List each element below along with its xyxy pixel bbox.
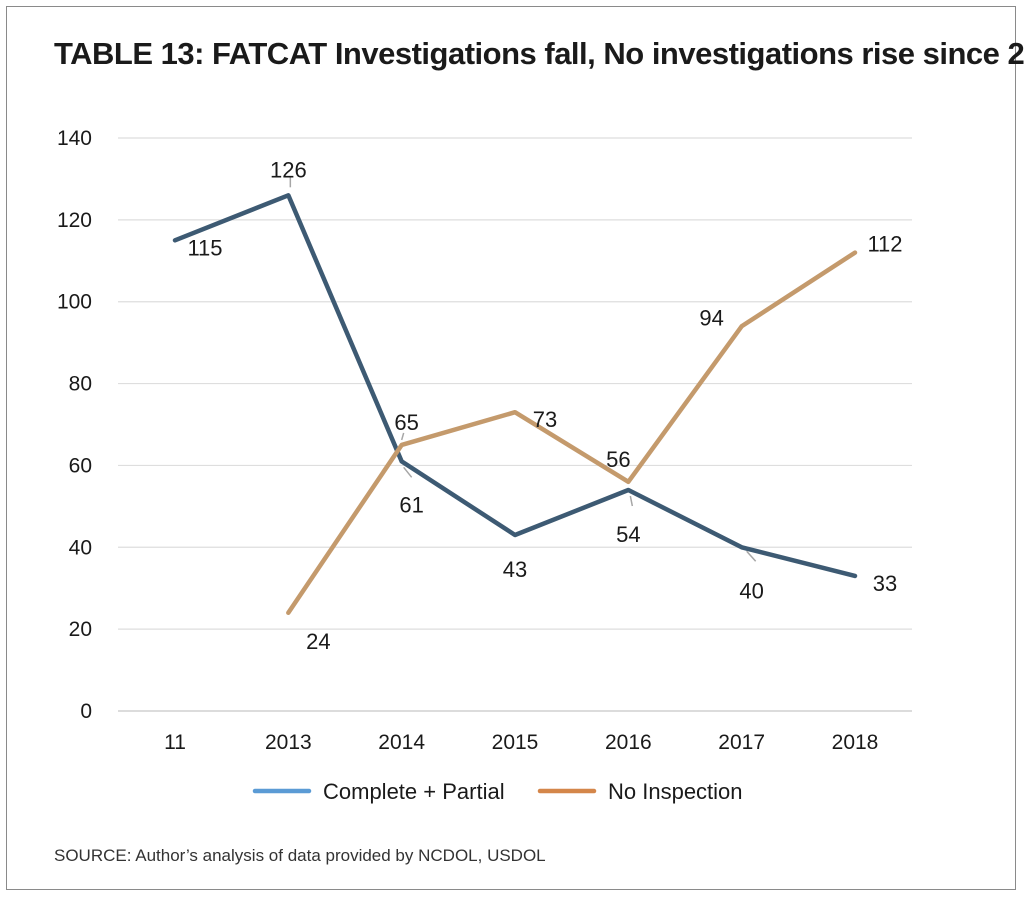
x-tick-label: 11 — [164, 731, 186, 754]
data-label: 126 — [270, 157, 307, 182]
chart-frame — [6, 6, 1016, 890]
y-tick-label: 100 — [57, 291, 92, 314]
data-label: 115 — [187, 235, 222, 260]
data-label: 65 — [394, 410, 418, 435]
data-label: 40 — [739, 578, 763, 603]
series-line-no-inspection — [286, 250, 858, 616]
gridlines — [118, 137, 912, 712]
x-tick-label: 2014 — [378, 731, 425, 754]
y-axis-ticks: 0 20 40 60 80 100 120 140 — [57, 127, 92, 723]
data-label: 73 — [533, 407, 557, 432]
label-leader-line — [400, 432, 405, 441]
data-labels: 115 126 61 43 54 40 33 24 65 73 56 94 112 — [187, 157, 902, 653]
data-label: 24 — [306, 629, 330, 654]
label-leaders — [289, 177, 757, 562]
x-tick-label: 2018 — [832, 731, 879, 754]
y-tick-label: 20 — [69, 618, 92, 641]
y-tick-label: 60 — [69, 454, 92, 477]
label-leader-line — [746, 550, 757, 562]
x-axis-ticks: 11 2013 2014 2015 2016 2017 2018 — [164, 731, 878, 754]
data-label: 43 — [503, 557, 527, 582]
label-leader-line — [629, 495, 634, 507]
chart-title: TABLE 13: FATCAT Investigations fall, No… — [54, 36, 1024, 71]
legend-label: No Inspection — [608, 779, 743, 804]
data-label: 56 — [606, 447, 630, 472]
label-leader-line — [403, 466, 413, 478]
y-tick-label: 120 — [57, 209, 92, 232]
y-tick-label: 140 — [57, 127, 92, 150]
series-lines — [172, 193, 858, 616]
source-note: SOURCE: Author’s analysis of data provid… — [54, 846, 546, 865]
y-tick-label: 40 — [69, 536, 92, 559]
x-tick-label: 2016 — [605, 731, 652, 754]
legend: Complete + Partial No Inspection — [252, 779, 743, 804]
y-tick-label: 80 — [69, 373, 92, 396]
data-label: 33 — [873, 571, 897, 596]
data-label: 94 — [699, 305, 723, 330]
x-tick-label: 2015 — [492, 731, 539, 754]
data-label: 112 — [867, 232, 902, 257]
x-tick-label: 2017 — [718, 731, 765, 754]
data-label: 61 — [399, 492, 423, 517]
x-tick-label: 2013 — [265, 731, 312, 754]
y-tick-label: 0 — [80, 700, 92, 723]
legend-label: Complete + Partial — [323, 779, 505, 804]
data-label: 54 — [616, 522, 640, 547]
series-line-complete-partial — [172, 193, 858, 579]
